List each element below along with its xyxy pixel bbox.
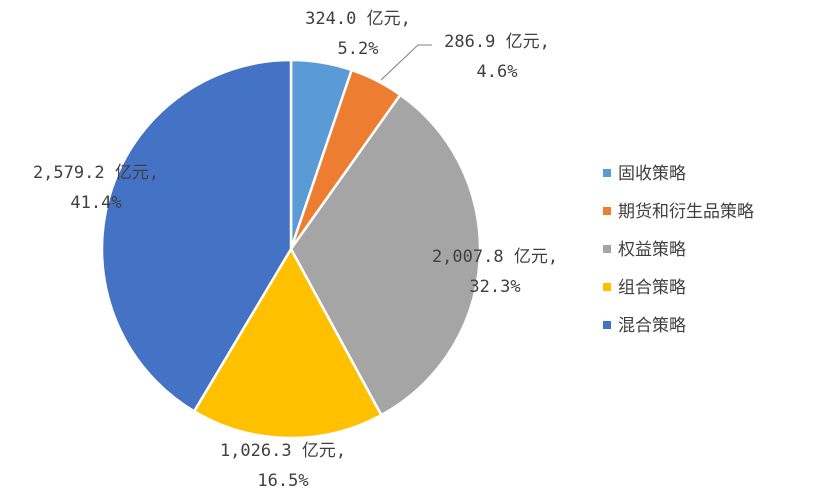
data-label-value: 2,579.2 亿元, xyxy=(33,163,159,183)
leader-line xyxy=(380,44,432,81)
legend-swatch xyxy=(603,207,611,215)
data-label-value: 286.9 亿元, xyxy=(444,32,550,52)
data-label-percent: 5.2% xyxy=(338,39,379,59)
data-label-value: 1,026.3 亿元, xyxy=(220,441,346,461)
legend-swatch xyxy=(603,169,611,177)
legend-label: 混合策略 xyxy=(618,316,686,336)
data-label-percent: 32.3% xyxy=(469,277,520,297)
legend-label: 固收策略 xyxy=(618,164,686,184)
legend-label: 期货和衍生品策略 xyxy=(618,202,754,222)
legend-swatch xyxy=(603,283,611,291)
data-label-percent: 4.6% xyxy=(477,62,518,82)
legend-swatch xyxy=(603,245,611,253)
data-label-percent: 41.4% xyxy=(70,193,121,213)
pie-slices xyxy=(100,58,482,440)
data-label-value: 324.0 亿元, xyxy=(305,9,411,29)
data-labels: 324.0 亿元, 5.2% 286.9 亿元, 4.6% 2,007.8 亿元, 32.… xyxy=(33,9,558,491)
data-label-value: 2,007.8 亿元, xyxy=(432,247,558,267)
leader-lines xyxy=(380,44,432,81)
legend-swatch xyxy=(603,321,611,329)
data-label-percent: 16.5% xyxy=(257,471,308,491)
legend-label: 组合策略 xyxy=(618,278,686,298)
legend-label: 权益策略 xyxy=(618,240,686,260)
pie-slice xyxy=(192,246,383,440)
pie-slice xyxy=(100,58,293,414)
